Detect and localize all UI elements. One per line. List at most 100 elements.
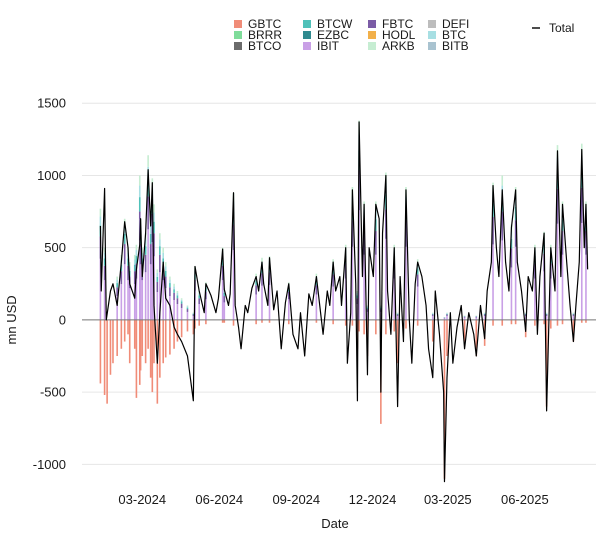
bar-fbtc bbox=[534, 263, 536, 279]
bar-btcw bbox=[572, 313, 575, 315]
bar-ibit bbox=[315, 294, 318, 320]
bar-ibit bbox=[141, 280, 144, 320]
bar-fbtc bbox=[385, 209, 387, 239]
bar-gbtc bbox=[510, 319, 513, 325]
bar-fbtc bbox=[561, 231, 564, 255]
bar-gbtc bbox=[147, 319, 149, 349]
bar-ibit bbox=[556, 223, 559, 320]
bar-arkb bbox=[416, 259, 419, 264]
bar-btc bbox=[176, 293, 179, 296]
bar-fbtc bbox=[356, 298, 359, 304]
bar-gbtc bbox=[192, 319, 195, 335]
bar-btc bbox=[356, 293, 359, 296]
bar-fbtc bbox=[103, 265, 106, 281]
x-tick-label: 06-2025 bbox=[501, 492, 549, 507]
bar-btcw bbox=[144, 246, 147, 255]
bar-gbtc bbox=[332, 319, 334, 325]
bar-fbtc bbox=[223, 296, 226, 303]
bar-arkb bbox=[147, 155, 149, 167]
bar-ibit bbox=[116, 296, 118, 320]
legend-swatch-fbtc bbox=[368, 20, 376, 28]
bar-ibit bbox=[549, 278, 552, 320]
bar-ibit bbox=[405, 246, 407, 320]
bar-gbtc bbox=[545, 319, 548, 407]
legend-swatch-brrr bbox=[234, 31, 242, 39]
bar-fbtc bbox=[585, 231, 587, 255]
x-tick-label: 03-2024 bbox=[118, 492, 166, 507]
bar-fbtc bbox=[416, 274, 419, 287]
bar-ibit bbox=[524, 315, 527, 320]
y-tick-label: -1000 bbox=[33, 457, 66, 472]
legend-label-btco: BTCO bbox=[248, 39, 281, 53]
bar-ibit bbox=[344, 278, 347, 320]
bar-btcw bbox=[431, 313, 434, 315]
bar-btc bbox=[572, 313, 575, 314]
bars-layer bbox=[99, 120, 587, 479]
bar-ibit bbox=[534, 278, 536, 320]
bar-gbtc bbox=[198, 319, 200, 326]
bar-btc bbox=[103, 252, 106, 259]
bar-btcw bbox=[116, 283, 118, 288]
bar-gbtc bbox=[149, 319, 152, 378]
bar-ibit bbox=[585, 254, 587, 320]
bar-ibit bbox=[268, 284, 271, 320]
bar-ibit bbox=[366, 311, 369, 320]
bar-gbtc bbox=[162, 319, 165, 364]
bar-ibit bbox=[205, 299, 207, 320]
bar-btcw bbox=[180, 301, 183, 304]
bar-fbtc bbox=[173, 292, 175, 301]
bar-gbtc bbox=[255, 319, 257, 325]
bar-gbtc bbox=[463, 319, 466, 342]
bar-btc bbox=[153, 212, 155, 222]
legend-swatch-hodl bbox=[368, 31, 376, 39]
bar-ibit bbox=[261, 285, 263, 320]
bar-arkb bbox=[261, 257, 263, 263]
bar-fbtc bbox=[159, 254, 161, 273]
total-line-layer bbox=[99, 121, 589, 483]
bar-ibit bbox=[192, 315, 195, 320]
bar-fbtc bbox=[162, 265, 165, 281]
bar-gbtc bbox=[556, 319, 559, 326]
bar-gbtc bbox=[393, 319, 396, 332]
bar-ibit bbox=[501, 240, 504, 320]
bar-ibit bbox=[396, 315, 399, 320]
x-tick-label: 06-2024 bbox=[195, 492, 243, 507]
bar-btc bbox=[164, 266, 167, 271]
x-tick-label: 03-2025 bbox=[424, 492, 472, 507]
bar-ibit bbox=[483, 315, 486, 320]
bar-gbtc bbox=[106, 319, 108, 404]
bar-gbtc bbox=[135, 319, 138, 398]
bar-ibit bbox=[446, 315, 448, 320]
bar-ibit bbox=[545, 315, 548, 320]
legend-label-gbtc: GBTC bbox=[248, 17, 282, 31]
bar-gbtc bbox=[514, 319, 517, 325]
bar-btcw bbox=[223, 292, 226, 297]
bar-ibit bbox=[232, 249, 235, 320]
bar-fbtc bbox=[186, 309, 189, 312]
bar-ibit bbox=[363, 254, 365, 320]
bar-btc bbox=[192, 313, 195, 314]
bar-gbtc bbox=[534, 319, 536, 326]
bar-ibit bbox=[123, 264, 126, 320]
bar-arkb bbox=[133, 254, 136, 260]
bar-ibit bbox=[514, 246, 517, 320]
bar-btcw bbox=[524, 313, 527, 315]
bar-ibit bbox=[255, 294, 257, 320]
bar-ibit bbox=[156, 292, 159, 320]
y-tick-label: 500 bbox=[44, 240, 66, 255]
bar-ibit bbox=[375, 254, 377, 320]
bar-gbtc bbox=[128, 319, 131, 364]
bar-btcw bbox=[186, 307, 189, 310]
bar-gbtc bbox=[133, 319, 136, 349]
legend-swatch-defi bbox=[428, 20, 436, 28]
x-tick-label: 12-2024 bbox=[349, 492, 397, 507]
bar-fbtc bbox=[176, 298, 179, 304]
bar-btcw bbox=[147, 179, 149, 197]
bar-ibit bbox=[162, 280, 165, 320]
legend-label-hodl: HODL bbox=[382, 28, 416, 42]
bar-ibit bbox=[144, 272, 147, 320]
bar-gbtc bbox=[139, 319, 142, 371]
bar-ibit bbox=[159, 272, 161, 320]
bar-arkb bbox=[169, 276, 171, 280]
